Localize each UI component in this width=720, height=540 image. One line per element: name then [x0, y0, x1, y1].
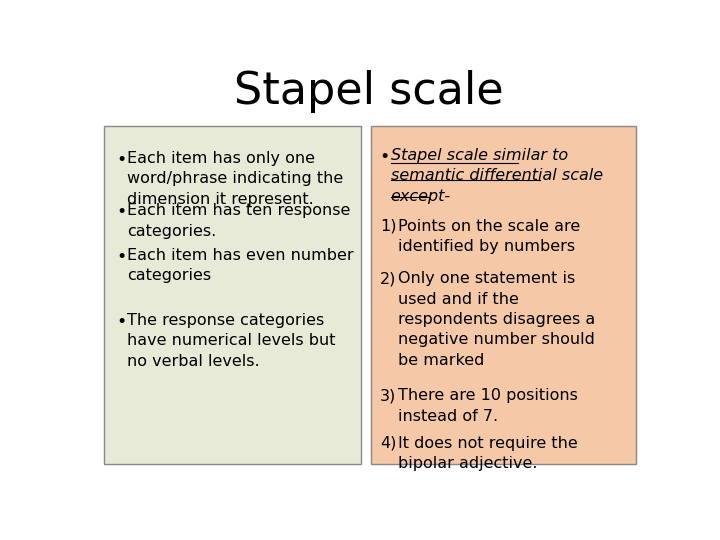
Text: Each item has ten response
categories.: Each item has ten response categories.	[127, 204, 351, 239]
Text: •: •	[117, 248, 127, 266]
Text: Each item has even number
categories: Each item has even number categories	[127, 248, 354, 284]
Text: Only one statement is
used and if the
respondents disagrees a
negative number sh: Only one statement is used and if the re…	[398, 271, 595, 368]
Text: Stapel scale similar to
semantic differential scale
except-: Stapel scale similar to semantic differe…	[391, 148, 603, 204]
Text: Each item has only one
word/phrase indicating the
dimension it represent.: Each item has only one word/phrase indic…	[127, 151, 343, 207]
Text: Points on the scale are
identified by numbers: Points on the scale are identified by nu…	[398, 219, 581, 254]
Text: •: •	[117, 313, 127, 330]
Text: •: •	[380, 148, 390, 166]
Text: There are 10 positions
instead of 7.: There are 10 positions instead of 7.	[398, 388, 578, 423]
Text: Stapel scale: Stapel scale	[234, 70, 504, 113]
Text: The response categories
have numerical levels but
no verbal levels.: The response categories have numerical l…	[127, 313, 336, 368]
Text: 1): 1)	[380, 219, 396, 234]
Text: 4): 4)	[380, 436, 396, 451]
Text: It does not require the
bipolar adjective.: It does not require the bipolar adjectiv…	[398, 436, 578, 471]
Text: •: •	[117, 151, 127, 169]
Text: 2): 2)	[380, 271, 396, 286]
FancyBboxPatch shape	[104, 126, 361, 464]
Text: •: •	[117, 204, 127, 221]
FancyBboxPatch shape	[371, 126, 636, 464]
Text: 3): 3)	[380, 388, 396, 403]
